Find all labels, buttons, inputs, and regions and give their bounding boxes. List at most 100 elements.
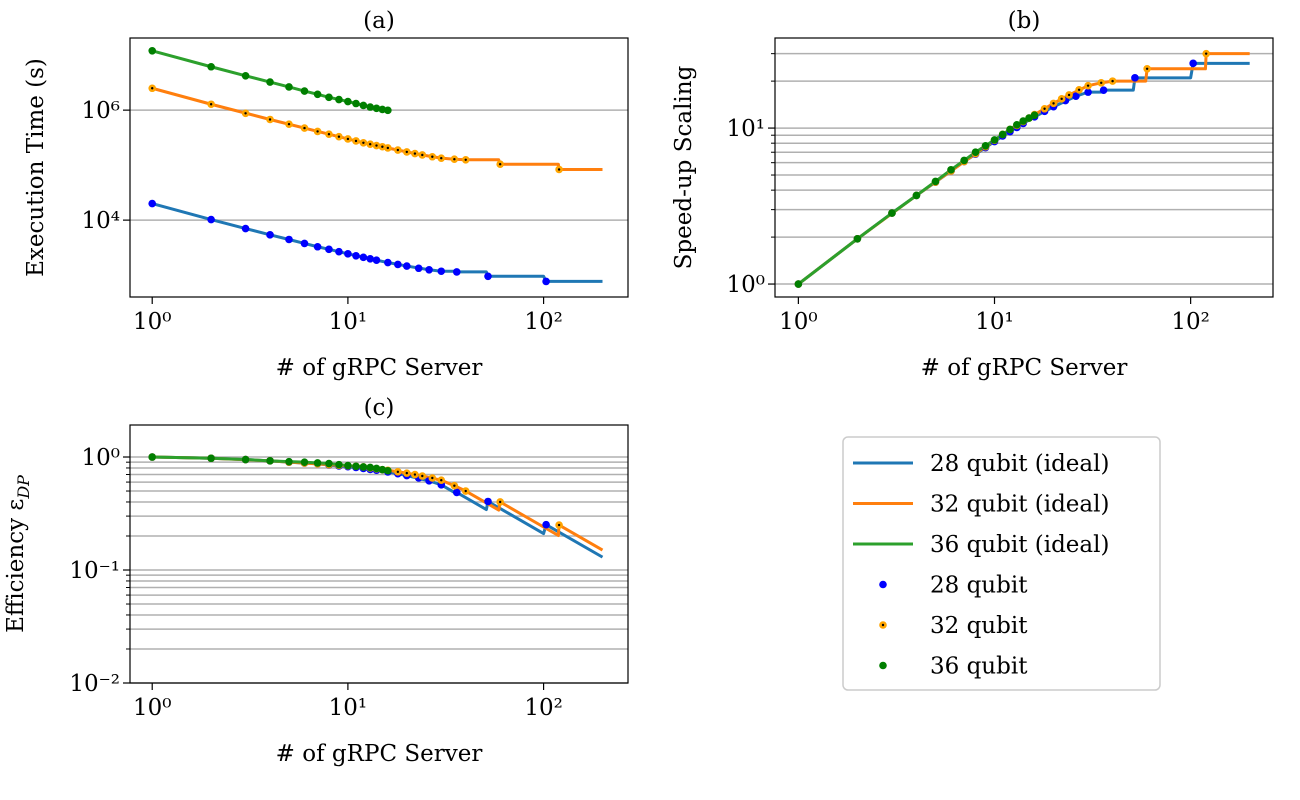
marker-center [498,162,502,166]
marker-center [464,158,467,162]
marker-center [1145,67,1149,70]
y-axis-label: Speed-up Scaling [671,65,697,269]
legend-label: 28 qubit [930,573,1028,599]
marker [960,156,968,165]
marker [372,256,381,264]
marker [313,459,322,467]
marker [366,255,374,263]
marker [352,251,360,260]
marker [1019,117,1027,125]
marker [344,97,352,106]
chart-title: (c) [364,395,395,421]
marker [403,262,411,270]
marker [266,231,274,239]
marker [359,463,368,471]
marker-center [346,137,350,141]
marker [394,260,402,269]
marker [998,130,1007,139]
y-axis-label-text: Speed-up Scaling [671,65,697,269]
marker [384,106,392,115]
marker [888,209,896,217]
marker [1030,111,1039,119]
x-axis-label: # of gRPC Server [276,355,483,381]
x-tick-label: 10⁰ [779,309,818,335]
y-axis-label-text: Execution Time (s) [23,58,49,277]
marker [359,253,368,262]
marker-center [413,152,417,155]
marker [425,265,433,274]
marker-center [396,148,400,152]
plot-frame [129,37,629,298]
marker [344,461,352,470]
marker [414,264,423,273]
marker-center [268,118,272,121]
marker [452,488,461,497]
marker-center [440,156,443,160]
marker [542,520,550,529]
marker-center [354,139,358,143]
marker [300,239,309,248]
subplot: 10⁻² 10⁻¹ 10⁰ 10⁰ 10¹ 10² (c) # of gRPC Server E… [3,395,629,767]
y-tick-label: 10⁻¹ [69,558,120,584]
x-tick-label: 10⁰ [133,695,172,721]
marker-center [405,150,409,154]
marker [266,78,274,86]
marker-center [368,143,372,146]
marker-center [1060,97,1063,101]
marker [437,267,446,276]
marker-center [464,489,467,493]
marker [352,462,360,471]
x-tick-label: 10² [524,695,563,721]
marker [372,464,381,473]
marker [313,242,322,251]
marker [335,247,343,256]
marker-center [440,479,443,482]
marker [325,459,333,468]
marker [1072,92,1080,101]
marker [241,224,250,233]
marker-center [303,126,306,130]
legend-label: 36 qubit [930,654,1028,680]
marker [452,268,461,276]
marker-center [498,500,502,504]
marker-center [362,141,365,144]
marker-center [337,135,341,138]
y-tick-label: 10⁰ [82,445,121,471]
legend-label: 28 qubit (ideal) [930,451,1109,477]
marker-center [431,476,434,480]
marker [313,90,322,99]
marker [366,103,374,111]
marker [300,458,309,466]
marker [241,72,250,80]
x-axis-label: # of gRPC Server [921,355,1128,381]
marker-center [1204,52,1208,55]
marker-center [287,122,291,126]
legend-label: 36 qubit (ideal) [930,532,1109,558]
marker [207,454,215,463]
marker [366,463,374,472]
marker-center [1043,107,1046,110]
marker-center [1077,88,1081,91]
y-tick-label: 10⁰ [727,272,766,298]
marker [325,245,333,254]
plot-frame [129,424,629,684]
marker [981,141,990,150]
marker [542,277,550,286]
legend: 28 qubit (ideal) 32 qubit (ideal) 36 qubit… [842,436,1161,691]
marker-center [413,473,417,476]
marker-center [431,155,434,158]
marker [352,99,360,108]
x-axis-label: # of gRPC Server [276,741,483,767]
marker [1131,74,1139,82]
marker [325,93,333,102]
marker [372,104,381,113]
y-tick-label: 10⁻² [69,671,120,697]
marker [1084,88,1092,96]
x-tick-label: 10¹ [329,309,368,335]
marker-center [1086,84,1090,87]
marker [241,455,250,464]
marker [148,46,157,55]
marker [207,62,215,71]
chart-title: (a) [363,8,395,34]
